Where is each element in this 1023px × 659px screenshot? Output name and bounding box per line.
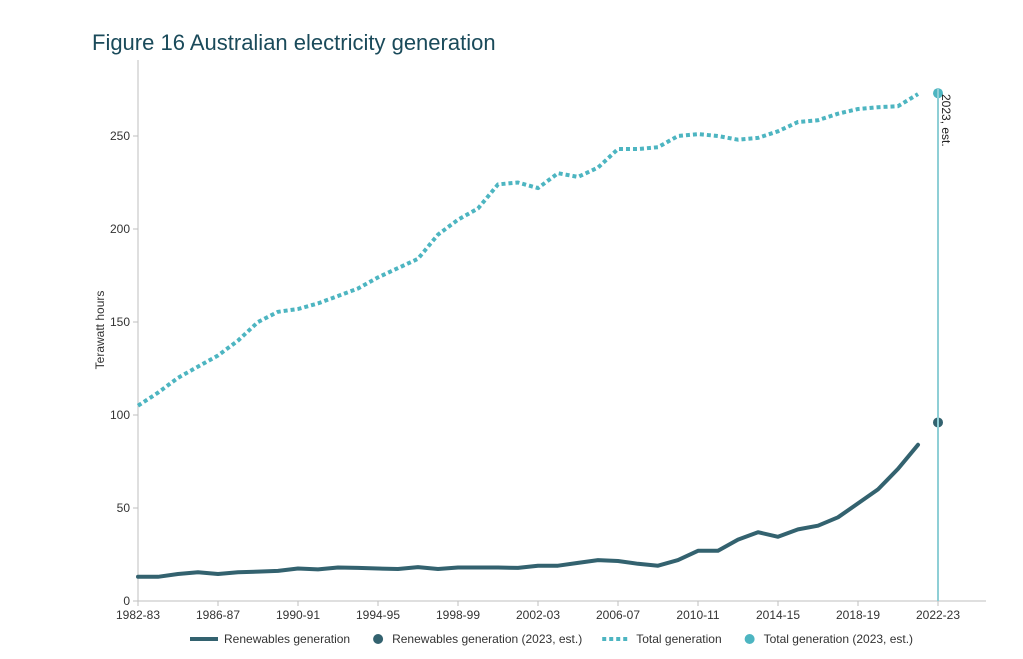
y-tick-label: 100 [110, 408, 130, 422]
x-tick-label: 2014-15 [756, 608, 800, 622]
legend: Renewables generation Renewables generati… [190, 632, 913, 646]
legend-label: Renewables generation [224, 632, 350, 646]
estimate-label: 2023, est. [939, 94, 953, 147]
y-tick-label: 200 [110, 222, 130, 236]
legend-marker [373, 634, 384, 644]
y-tick-label: 50 [117, 501, 131, 515]
x-tick-label: 2002-03 [516, 608, 560, 622]
y-tick-label: 250 [110, 129, 130, 143]
y-axis-label: Terawatt hours [93, 291, 107, 370]
x-tick-label: 2010-11 [676, 608, 719, 622]
legend-label: Total generation [636, 632, 721, 646]
y-tick-label: 150 [110, 315, 130, 329]
axes [137, 60, 986, 602]
legend-marker [744, 634, 755, 644]
x-tick-label: 2006-07 [596, 608, 640, 622]
renewables-generation-line [136, 442, 920, 579]
total-generation-line [136, 92, 920, 408]
x-tick-label: 1986-87 [196, 608, 240, 622]
x-tick-label: 1982-83 [116, 608, 160, 622]
estimate-annotation: 2023, est. [937, 88, 953, 601]
legend-label: Total generation (2023, est.) [764, 632, 913, 646]
series-group [136, 88, 943, 579]
x-tick-label: 1994-95 [356, 608, 400, 622]
legend-label: Renewables generation (2023, est.) [392, 632, 582, 646]
x-tick-label: 2022-23 [916, 608, 960, 622]
figure-title: Figure 16 Australian electricity generat… [92, 30, 496, 55]
x-tick-label: 2018-19 [836, 608, 880, 622]
x-tick-label: 1990-91 [276, 608, 320, 622]
tick-labels: 0 50 100 150 200 250 1982-83 1986-87 1990-91 1994… [110, 129, 960, 622]
x-tick-label: 1998-99 [436, 608, 480, 622]
y-tick-label: 0 [123, 594, 130, 608]
